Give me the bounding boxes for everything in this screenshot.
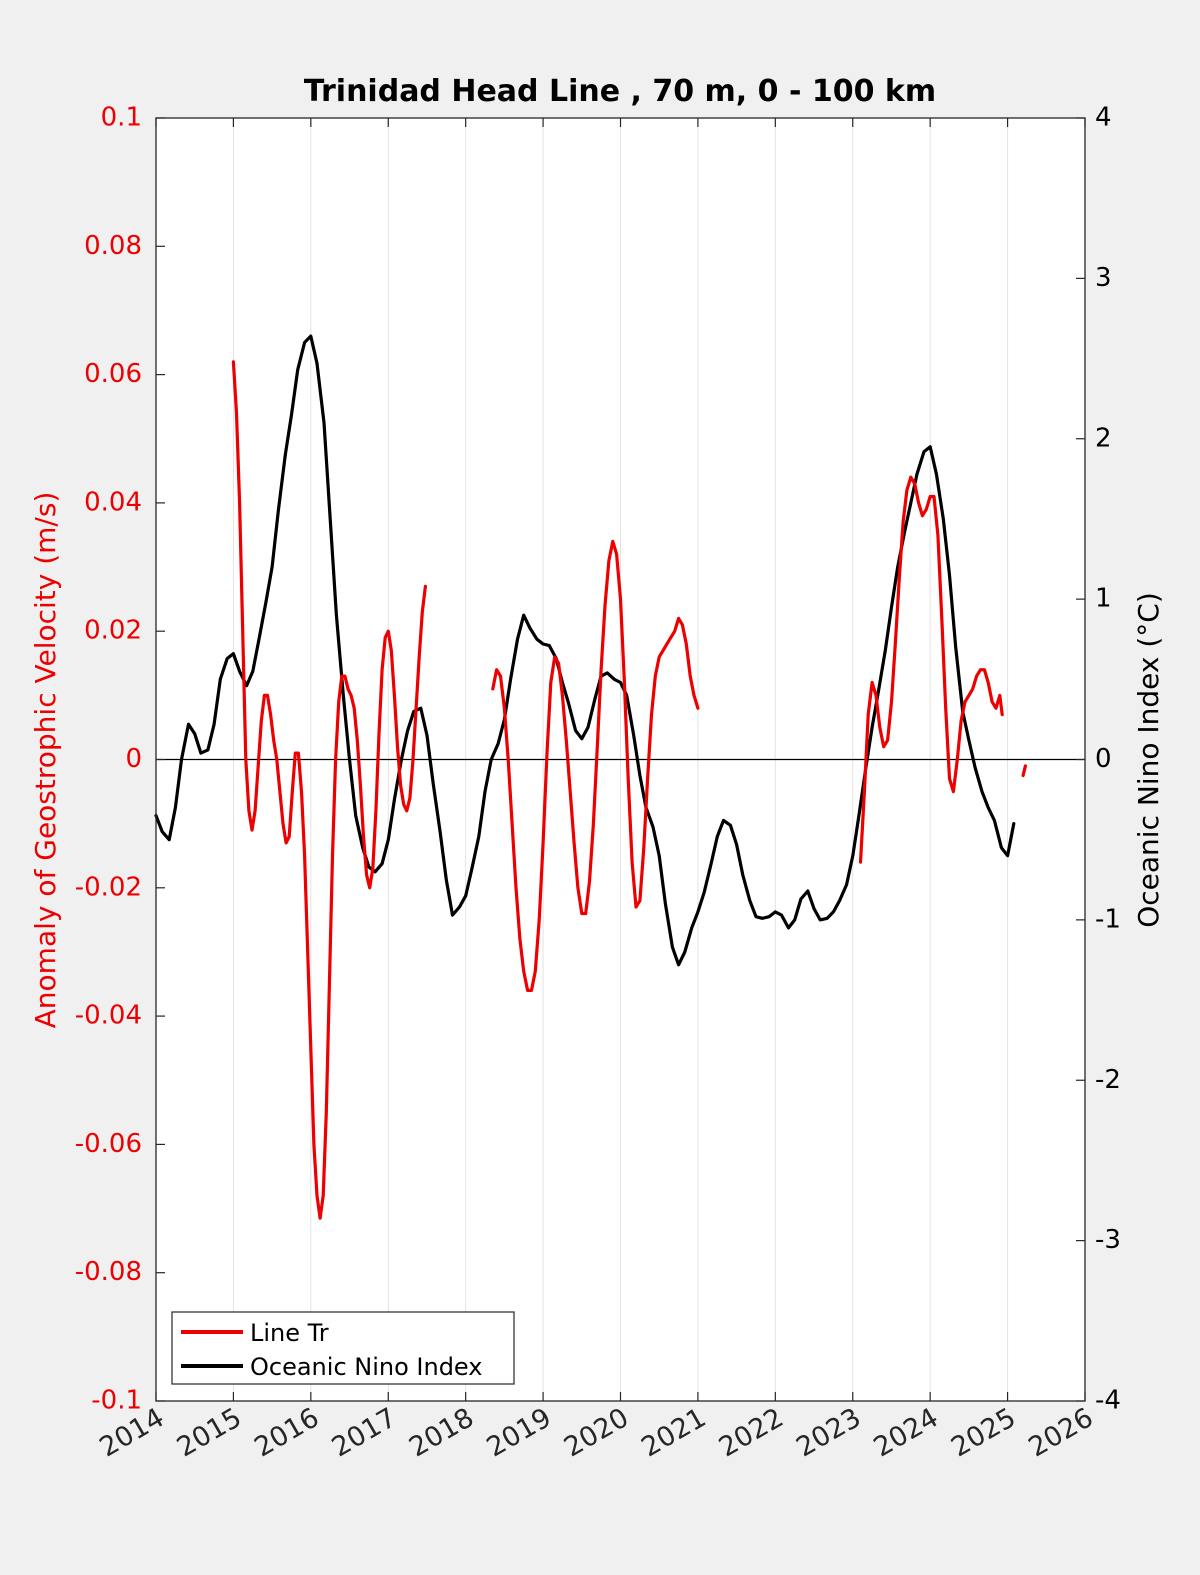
series-layer — [154, 334, 1027, 1220]
right-axis-ticks: 4 3 2 1 0 -1 -2 -3 -4 — [1076, 103, 1121, 1416]
y-tick-label: -0.1 — [91, 1386, 142, 1416]
legend: Line Tr Oceanic Nino Index — [171, 1311, 515, 1385]
right-axis-label: Oceanic Nino Index (°C) — [1132, 592, 1165, 928]
y-tick-label: 0.02 — [84, 616, 142, 646]
left-axis-ticks: 0.1 0.08 0.06 0.04 0.02 0 -0.02 -0.04 -0.06 -0.08… — [75, 103, 165, 1416]
y-tick-label: -0.02 — [75, 872, 142, 902]
y2-tick-label: 4 — [1095, 103, 1112, 133]
velocity-line — [231, 360, 427, 1220]
y2-tick-label: -2 — [1095, 1065, 1121, 1095]
y-tick-label: -0.04 — [75, 1001, 142, 1031]
y-tick-label: 0.04 — [84, 487, 142, 517]
y-tick-label: -0.06 — [75, 1129, 142, 1159]
y-tick-label: 0.06 — [84, 359, 142, 389]
y-tick-label: 0.1 — [101, 103, 142, 133]
velocity-line — [1021, 764, 1027, 778]
y-tick-label: -0.08 — [75, 1257, 142, 1287]
velocity-line — [491, 539, 700, 992]
y2-tick-label: 0 — [1095, 744, 1112, 774]
legend-label-velocity: Line Tr — [250, 1319, 329, 1347]
y2-tick-label: 3 — [1095, 263, 1112, 293]
chart-title: Trinidad Head Line , 70 m, 0 - 100 km — [304, 74, 936, 109]
y-tick-label: 0 — [125, 744, 142, 774]
oni-line — [154, 334, 1016, 967]
velocity-line — [858, 475, 1004, 864]
y-tick-label: 0.08 — [84, 231, 142, 261]
y2-tick-label: -1 — [1095, 904, 1121, 934]
y2-tick-label: 1 — [1095, 584, 1112, 614]
left-axis-label: Anomaly of Geostrophic Velocity (m/s) — [29, 492, 62, 1029]
legend-label-oni: Oceanic Nino Index — [250, 1353, 482, 1381]
y2-tick-label: -3 — [1095, 1225, 1121, 1255]
legend-box — [171, 1311, 515, 1385]
y2-tick-label: 2 — [1095, 423, 1112, 453]
y2-tick-label: -4 — [1095, 1386, 1121, 1416]
